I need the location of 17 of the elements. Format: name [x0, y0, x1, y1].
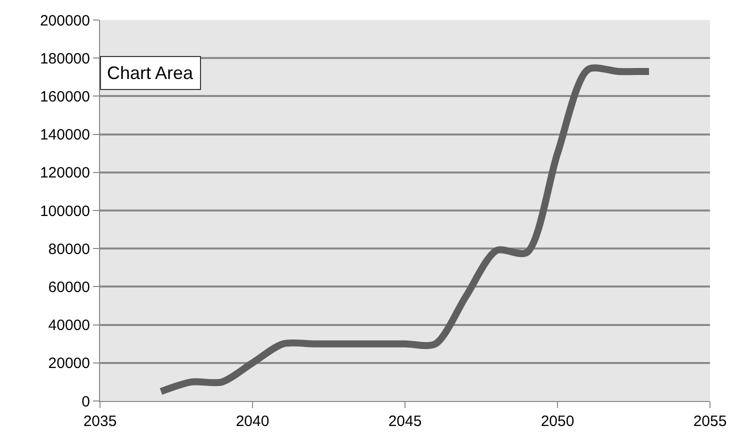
y-tick-label: 40000: [48, 317, 90, 334]
x-tick-label: 2040: [236, 413, 270, 430]
y-tick-label: 160000: [40, 88, 90, 106]
y-tick-label: 140000: [40, 126, 90, 144]
y-tick-label: 20000: [48, 355, 90, 372]
y-tick-label: 0: [82, 393, 90, 410]
x-tick-label: 2055: [693, 413, 727, 430]
annotation: Chart Area: [107, 63, 194, 83]
x-tick-label: 2045: [388, 413, 422, 430]
y-tick-label: 180000: [40, 50, 90, 68]
x-tick-label: 2035: [83, 413, 117, 430]
x-tick-label: 2050: [540, 413, 574, 430]
y-tick-label: 80000: [48, 240, 90, 258]
y-tick-label: 100000: [40, 202, 90, 220]
y-tick-label: 200000: [40, 12, 90, 30]
y-tick-label: 60000: [48, 278, 90, 296]
y-tick-label: 120000: [40, 164, 90, 182]
